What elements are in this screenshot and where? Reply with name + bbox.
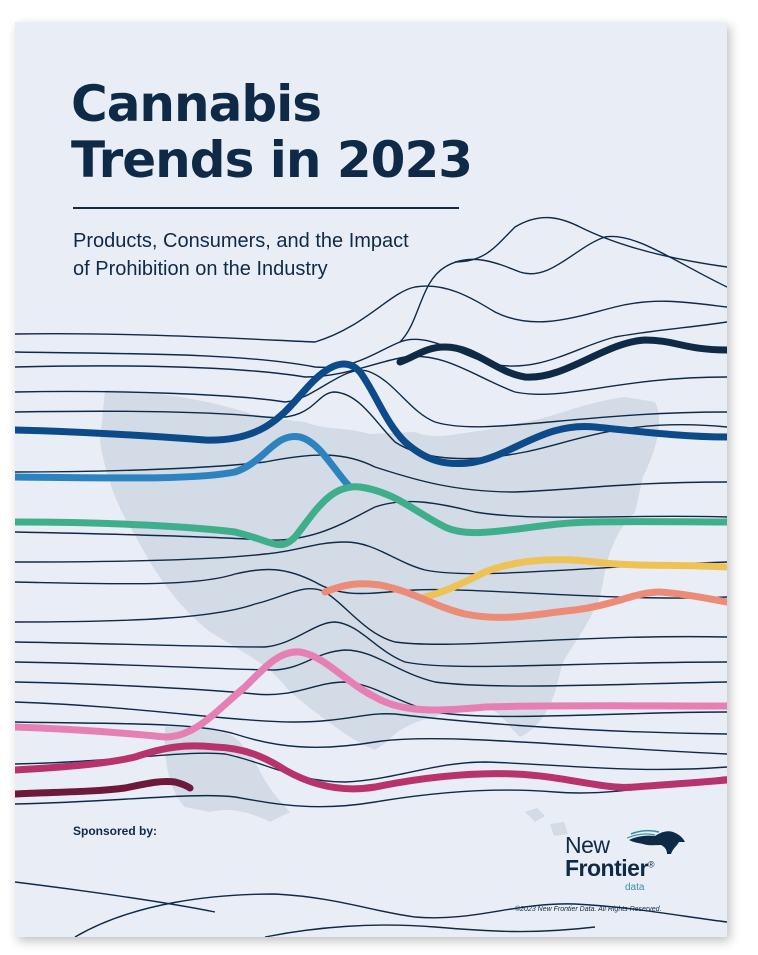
subtitle-line-2: of Prohibition on the Industry — [73, 258, 328, 280]
line-magenta — [15, 742, 727, 793]
subtitle-line-1: Products, Consumers, and the Impact — [73, 230, 409, 252]
line-maroon — [15, 778, 194, 798]
logo-word-data: data — [625, 882, 645, 893]
us-map-silhouette — [100, 390, 660, 750]
cover-artwork — [15, 216, 727, 937]
sponsored-by-label: Sponsored by: — [73, 824, 158, 838]
line-navy — [396, 336, 727, 381]
horse-logo-icon — [627, 829, 685, 854]
alaska-silhouette — [164, 725, 290, 822]
line-green — [15, 483, 727, 549]
cover-title: Cannabis Trends in 2023 — [71, 76, 531, 188]
line-yellow — [421, 556, 727, 601]
line-salmon — [321, 580, 727, 621]
line-pink — [15, 648, 727, 741]
cover-subtitle: Products, Consumers, and the Impact of P… — [73, 227, 493, 283]
line-blue-dark — [15, 360, 727, 468]
thin-line-group — [15, 216, 727, 937]
hawaii-silhouette — [525, 808, 568, 836]
logo-registered-mark: ® — [647, 859, 655, 870]
copyright-notice: ©2023 New Frontier Data. All Rights Rese… — [515, 906, 662, 913]
logo-frontier-text: Frontier — [565, 855, 648, 881]
title-divider — [73, 207, 459, 209]
title-line-2: Trends in 2023 — [71, 131, 473, 189]
new-frontier-data-logo: New Frontier® data — [563, 822, 693, 902]
color-line-group — [15, 336, 727, 798]
title-line-1: Cannabis — [71, 75, 322, 133]
logo-word-new: New — [565, 832, 610, 858]
logo-word-frontier: Frontier® — [565, 855, 655, 882]
report-cover: Cannabis Trends in 2023 Products, Consum… — [15, 22, 727, 937]
line-blue-light — [15, 433, 354, 491]
